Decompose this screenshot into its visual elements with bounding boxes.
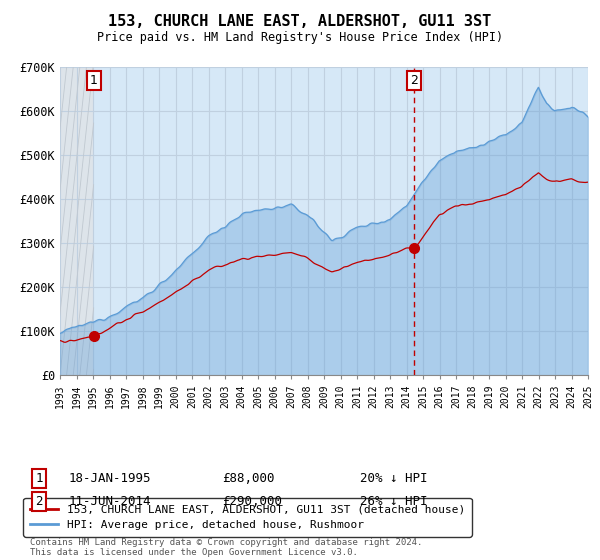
Legend: 153, CHURCH LANE EAST, ALDERSHOT, GU11 3ST (detached house), HPI: Average price,: 153, CHURCH LANE EAST, ALDERSHOT, GU11 3…: [23, 498, 472, 536]
Text: 1: 1: [90, 74, 98, 87]
Bar: [60, 67, 94, 375]
Text: Price paid vs. HM Land Registry's House Price Index (HPI): Price paid vs. HM Land Registry's House …: [97, 31, 503, 44]
Text: £88,000: £88,000: [222, 472, 275, 486]
Text: 11-JUN-2014: 11-JUN-2014: [69, 494, 151, 508]
Text: 20% ↓ HPI: 20% ↓ HPI: [360, 472, 427, 486]
Text: Contains HM Land Registry data © Crown copyright and database right 2024.
This d: Contains HM Land Registry data © Crown c…: [30, 538, 422, 557]
Text: 26% ↓ HPI: 26% ↓ HPI: [360, 494, 427, 508]
Text: 153, CHURCH LANE EAST, ALDERSHOT, GU11 3ST: 153, CHURCH LANE EAST, ALDERSHOT, GU11 3…: [109, 14, 491, 29]
Text: £290,000: £290,000: [222, 494, 282, 508]
Text: 18-JAN-1995: 18-JAN-1995: [69, 472, 151, 486]
Text: 1: 1: [35, 472, 43, 486]
Text: 2: 2: [35, 494, 43, 508]
Text: 2: 2: [410, 74, 418, 87]
